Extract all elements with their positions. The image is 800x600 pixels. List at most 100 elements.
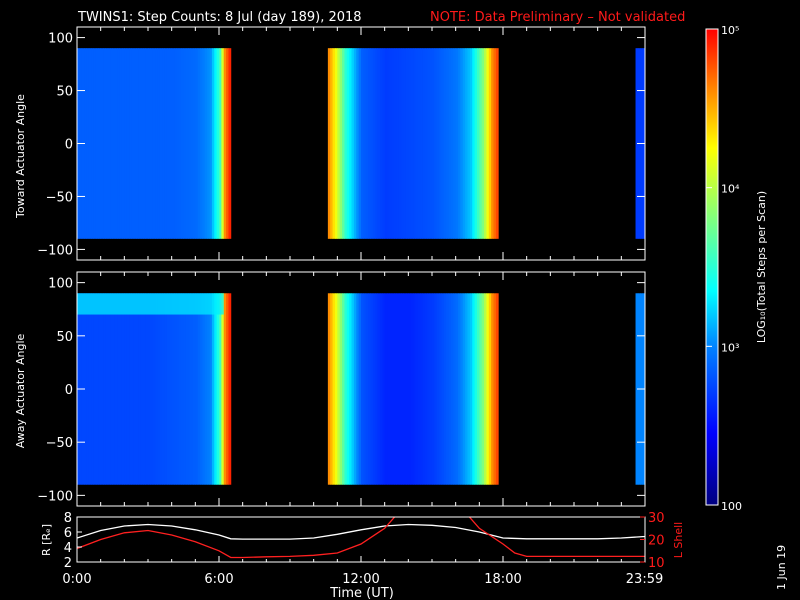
heatmap-cell-p1-s0 [86,293,90,485]
heatmap-cell-p1-s1 [441,293,445,485]
heatmap-cell-p0-s0 [162,48,165,239]
heatmap-cell-p1-s0 [164,293,168,485]
heatmap-cell-p1-s1 [429,293,433,485]
heatmap-cell-p0-s1 [443,48,447,239]
heatmap-cell-p0-s0 [192,48,196,239]
heatmap-cell-p1-s0 [162,293,165,485]
heatmap-cell-p0-s1 [368,48,371,239]
heatmap-cell-p1-s1 [448,293,452,485]
heatmap-cell-p0-s1 [453,48,457,239]
heatmap-cell-p1-s0 [190,293,194,485]
heatmap-cell-p0-s0 [126,48,130,239]
heatmap-cell-p0-s0 [159,48,163,239]
radius-tick-label: 8 [64,511,72,526]
lshell-tick-label: 10 [648,556,665,571]
heatmap-cell-p0-s1 [327,48,331,239]
heatmap-cell-p0-s0 [226,48,229,239]
heatmap-cell-p1-s1 [398,293,402,485]
heatmap-cell-p0-s0 [185,48,189,239]
heatmap-cell-p1-s1 [370,293,374,485]
heatmap-cell-p0-s1 [432,48,435,239]
heatmap-cell-p0-s1 [417,48,421,239]
heatmap-cell-p1-s1 [422,293,426,485]
figure-title: TWINS1: Step Counts: 8 Jul (day 189), 20… [77,10,362,25]
heatmap-cell-p1-s1 [446,293,449,485]
heatmap-cell-p0-s1 [337,48,341,239]
heatmap-cell-p0-s0 [140,48,144,239]
heatmap-cell-p0-s1 [467,48,471,239]
heatmap-cell-p0-s0 [86,48,90,239]
heatmap-cell-p0-s0 [171,48,175,239]
heatmap-cell-p1-s1 [491,293,494,485]
heatmap-cell-p0-s1 [460,48,464,239]
heatmap-cell-p0-s1 [356,48,360,239]
heatmap-cell-p1-s0 [110,293,113,485]
y-tick-label-p1: −100 [37,489,73,504]
y-tick-label-p0: 0 [65,138,73,153]
heatmap-cell-p1-s0 [197,293,201,485]
heatmap-cell-p0-s1 [455,48,459,239]
heatmap-cell-p1-s0 [133,293,137,485]
heatmap-cell-p0-s1 [358,48,362,239]
heatmap-cell-p1-s0 [119,293,123,485]
heatmap-cell-p0-s1 [486,48,490,239]
heatmap-cell-p1-s0 [145,293,149,485]
heatmap-cell-p0-s0 [152,48,156,239]
heatmap-cell-p1-s0 [204,293,208,485]
heatmap-cell-p1-s0 [223,293,227,485]
heatmap-cell-p1-s1 [436,293,440,485]
heatmap-cell-p0-s0 [155,48,158,239]
heatmap-cell-p0-s1 [391,48,395,239]
heatmap-cell-p1-s1 [377,293,381,485]
heatmap-cell-p1-s1 [427,293,431,485]
time-tick-label: 0:00 [62,572,91,587]
heatmap-cell-p0-s0 [110,48,113,239]
y-tick-label-p1: 50 [56,330,73,345]
heatmap-cell-p0-s1 [469,48,473,239]
heatmap-cell-p0-s1 [370,48,374,239]
heatmap-cell-p0-s0 [190,48,194,239]
heatmap-cell-p0-s0 [195,48,199,239]
heatmap-cell-p1-s1 [346,293,350,485]
heatmap-cell-p1-s0 [136,293,139,485]
heatmap-cell-p1-s1 [439,293,442,485]
heatmap-cell-p1-s0 [107,293,111,485]
heatmap-cell-p1-s1 [401,293,404,485]
heatmap-cell-p1-s0 [183,293,187,485]
heatmap-cell-p1-s1 [382,293,386,485]
heatmap-cell-p1-s1 [467,293,471,485]
heatmap-cell-p0-s1 [349,48,352,239]
heatmap-cell-p1-s1 [469,293,473,485]
colorbar-tick-label: 10⁴ [721,183,740,196]
heatmap-cell-p1-s0 [188,293,191,485]
heatmap-cell-p0-s0 [169,48,173,239]
heatmap-cell-p1-s0 [117,293,120,485]
heatmap-cell-p1-s1 [379,293,383,485]
heatmap-cell-p0-s0 [124,48,128,239]
heatmap-cell-p1-s1 [332,293,336,485]
heatmap-cell-p1-s0 [200,293,203,485]
heatmap-cell-p1-s1 [420,293,423,485]
heatmap-cell-p1-s1 [327,293,331,485]
heatmap-cell-p0-s1 [351,48,355,239]
heatmap-cell-p0-s0 [143,48,147,239]
heatmap-cell-p0-s1 [396,48,400,239]
heatmap-cell-p0-s2 [635,48,639,239]
heatmap-cell-p1-s0 [103,293,106,485]
heatmap-cell-p1-s1 [384,293,388,485]
heatmap-cell-p0-s1 [415,48,419,239]
y-tick-label-p0: −50 [46,190,73,205]
heatmap-cell-p1-s0 [91,293,94,485]
heatmap-cell-p1-s0 [171,293,175,485]
footer-date: 1 Jun 19 [775,545,788,590]
y-tick-label-p0: 50 [56,85,73,100]
heatmap-cell-p1-s0 [98,293,102,485]
heatmap-cell-p0-s1 [472,48,475,239]
heatmap-cell-p1-s0 [112,293,116,485]
heatmap-cell-p0-s0 [133,48,137,239]
heatmap-cell-p0-s0 [103,48,106,239]
heatmap-cell-p1-s0 [209,293,213,485]
heatmap-cell-p0-s0 [178,48,182,239]
heatmap-cell-p1-s0 [178,293,182,485]
